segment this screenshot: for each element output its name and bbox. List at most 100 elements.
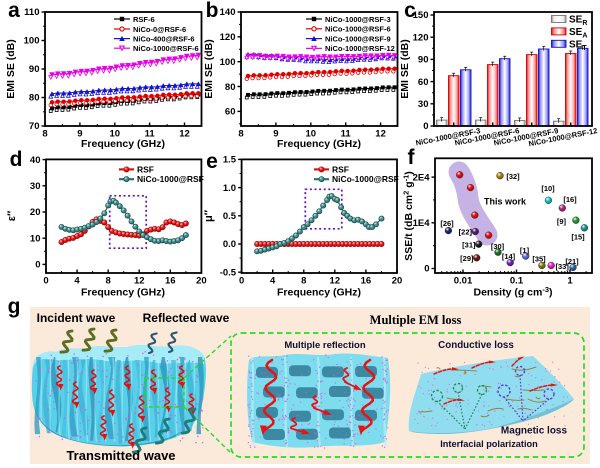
svg-text:RSF-6: RSF-6 [133,15,155,24]
svg-text:8: 8 [106,276,111,287]
svg-text:1.0: 1.0 [223,183,236,194]
svg-text:2E4: 2E4 [413,172,431,183]
svg-text:4: 4 [270,276,276,287]
svg-text:10: 10 [306,129,317,140]
svg-text:Interfacial polarization: Interfacial polarization [440,439,538,449]
svg-text:12: 12 [134,276,145,287]
svg-text:NiCo-1000@RSF: NiCo-1000@RSF [332,174,399,184]
svg-text:140: 140 [220,7,236,18]
svg-text:Conductive loss: Conductive loss [438,340,514,351]
svg-text:[31]: [31] [462,241,476,250]
svg-text:NiCo-400@RSF-6: NiCo-400@RSF-6 [133,34,195,43]
svg-text:120: 120 [413,32,429,43]
svg-text:120: 120 [220,32,236,43]
svg-text:Density (g cm-3): Density (g cm-3) [473,285,552,299]
svg-text:[10]: [10] [541,184,555,193]
svg-text:1: 1 [567,276,573,287]
svg-text:12: 12 [179,129,190,140]
svg-text:f: f [408,146,416,169]
svg-text:12: 12 [375,129,386,140]
svg-text:Transmitted wave: Transmitted wave [66,448,175,463]
svg-text:[1]: [1] [520,246,530,255]
svg-text:150: 150 [413,10,429,21]
svg-text:Frequency (GHz): Frequency (GHz) [81,138,165,150]
svg-text:EMI SE (dB): EMI SE (dB) [5,39,17,99]
svg-text:EMI SE (dB): EMI SE (dB) [399,39,411,99]
svg-text:NiCo-1000@RSF-9: NiCo-1000@RSF-9 [325,34,391,43]
svg-text:[14]: [14] [502,252,516,261]
svg-text:e: e [206,150,218,173]
svg-text:-0.5: -0.5 [220,267,237,278]
svg-text:11: 11 [145,129,156,140]
svg-text:b: b [206,0,219,22]
svg-text:100: 100 [24,36,40,47]
svg-text:[15]: [15] [571,233,585,242]
svg-text:c: c [404,0,416,22]
svg-text:11: 11 [341,129,352,140]
svg-text:8: 8 [238,129,243,140]
svg-text:EMI SE (dB): EMI SE (dB) [203,39,215,99]
svg-text:Reflected wave: Reflected wave [143,311,230,325]
svg-text:0.0: 0.0 [223,239,236,250]
svg-text:0: 0 [43,276,48,287]
svg-text:Incident wave: Incident wave [37,311,116,325]
svg-text:NiCo-1000@RSF-6: NiCo-1000@RSF-6 [325,25,391,34]
svg-text:30: 30 [418,99,429,110]
svg-text:1E4: 1E4 [413,218,431,229]
svg-text:[26]: [26] [440,219,454,228]
svg-text:1.5: 1.5 [223,155,237,166]
svg-text:40: 40 [30,155,41,166]
svg-text:9: 9 [77,129,82,140]
svg-text:[22]: [22] [459,228,473,237]
svg-text:[35]: [35] [532,255,546,264]
svg-text:RSF: RSF [137,164,154,174]
svg-text:10: 10 [109,129,120,140]
svg-text:Frequency (GHz): Frequency (GHz) [277,138,361,150]
svg-text:[21]: [21] [565,257,579,266]
svg-text:20: 20 [196,276,207,287]
svg-text:SSE/t (dB cm2 g-1): SSE/t (dB cm2 g-1) [402,171,416,261]
svg-text:80: 80 [225,82,236,93]
svg-text:This work: This work [484,197,527,207]
svg-text:90: 90 [418,55,429,66]
svg-text:NiCo-1000@RSF-6: NiCo-1000@RSF-6 [133,44,199,53]
svg-text:20: 20 [30,207,41,218]
svg-text:NiCo-1000@RSF-3: NiCo-1000@RSF-3 [325,15,391,24]
svg-text:[16]: [16] [563,195,577,204]
svg-text:0: 0 [35,260,40,271]
svg-text:μ″: μ″ [203,209,215,222]
svg-text:70: 70 [29,121,40,132]
svg-text:NiCo-1000@RSF-12: NiCo-1000@RSF-12 [325,44,395,53]
svg-text:[9]: [9] [557,217,567,226]
svg-text:10: 10 [30,233,41,244]
svg-text:Frequency (GHz): Frequency (GHz) [277,287,361,299]
svg-text:d: d [10,148,23,171]
svg-text:a: a [8,0,20,22]
svg-text:16: 16 [361,276,372,287]
svg-text:[32]: [32] [506,172,520,181]
svg-text:30: 30 [30,181,41,192]
svg-text:[33]: [33] [556,262,570,271]
svg-text:NiCo-1000@RSF: NiCo-1000@RSF [137,174,204,184]
svg-text:90: 90 [29,64,40,75]
svg-text:Magnetic loss: Magnetic loss [501,426,568,437]
svg-text:0: 0 [424,264,429,275]
svg-text:20: 20 [392,276,403,287]
svg-text:g: g [8,295,21,318]
svg-text:4: 4 [74,276,80,287]
svg-text:[29]: [29] [460,254,474,263]
svg-text:[30]: [30] [491,242,505,251]
svg-text:16: 16 [165,276,176,287]
svg-text:Multiple reflection: Multiple reflection [284,340,365,351]
svg-text:NiCo-0@RSF-6: NiCo-0@RSF-6 [133,25,186,34]
svg-text:60: 60 [225,107,236,118]
svg-text:8: 8 [42,129,47,140]
svg-text:0.5: 0.5 [223,211,237,222]
svg-text:0.01: 0.01 [454,276,473,287]
svg-text:0.1: 0.1 [510,276,524,287]
svg-text:12: 12 [330,276,341,287]
svg-text:Multiple EM loss: Multiple EM loss [370,313,462,327]
svg-text:8: 8 [301,276,306,287]
svg-text:110: 110 [24,7,39,18]
svg-text:100: 100 [220,57,236,68]
